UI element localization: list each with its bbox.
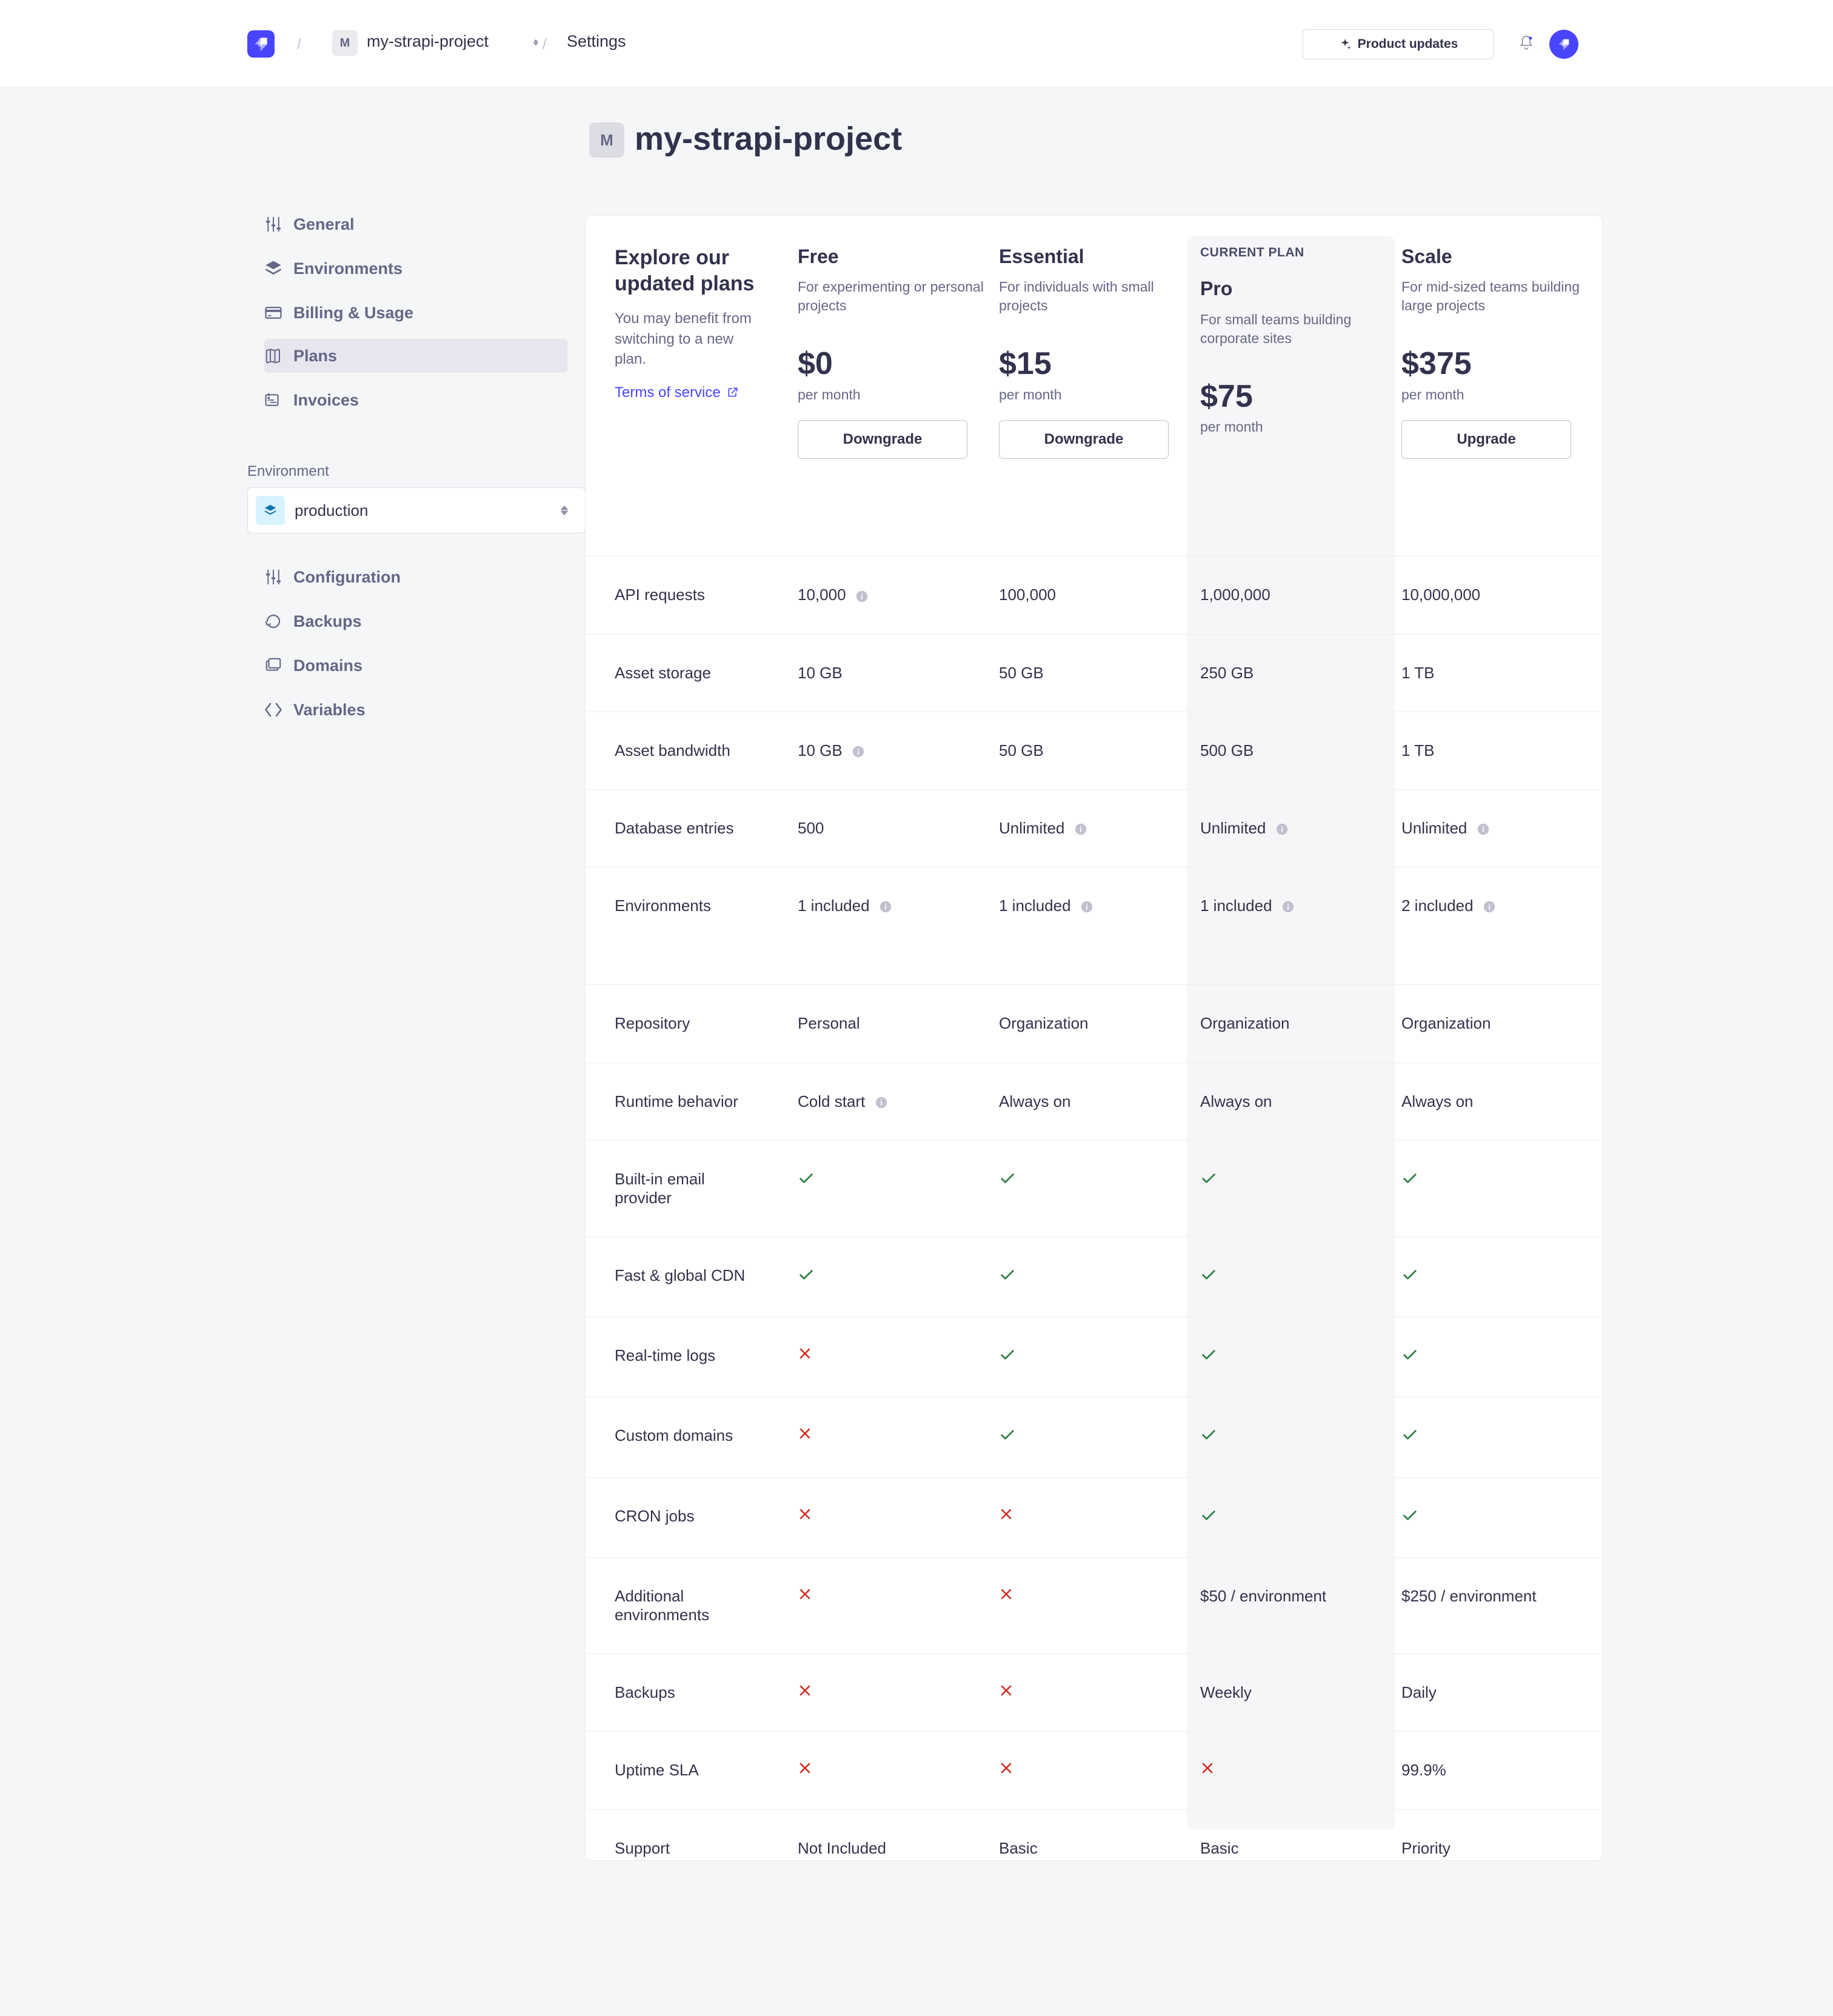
svg-text:$: $ — [267, 396, 270, 402]
